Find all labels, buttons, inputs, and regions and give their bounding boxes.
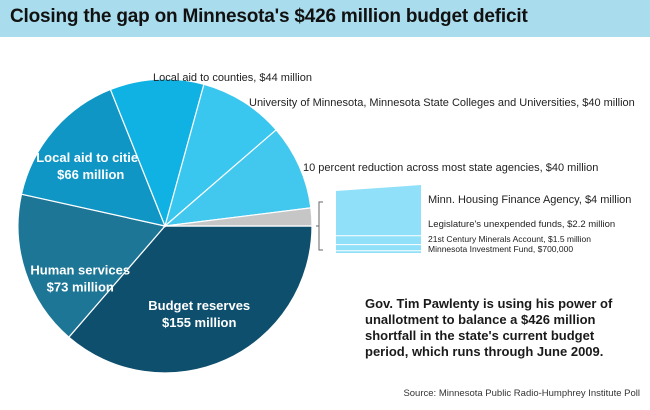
slice-value-budget-reserves: $155 million: [162, 315, 236, 330]
slice-label-local-aid-to-counties-44-million: Local aid to counties, $44 million: [153, 72, 312, 84]
source-credit: Source: Minnesota Public Radio-Humphrey …: [403, 388, 640, 399]
breakout-bracket: [316, 201, 323, 251]
slice-label-budget-reserves: Budget reserves: [148, 298, 250, 313]
pie-slice-local-aid-to-counties-44-million: [109, 78, 205, 228]
breakout-segment-minn-housing-finance-agency-4-million: [336, 185, 421, 236]
slice-value-human-services: $73 million: [47, 280, 114, 295]
slice-label-university-of-minnesota-minnesota-state-colleges-and-universities-40-million: University of Minnesota, Minnesota State…: [249, 97, 635, 109]
breakout-label-legislature-s-unexpended-funds-2-2-million: Legislature's unexpended funds, $2.2 mil…: [428, 219, 615, 230]
note-text: Gov. Tim Pawlenty is using his power of …: [365, 296, 613, 359]
pie-slice-other: [164, 207, 313, 227]
breakout-segment-minnesota-investment-fund-700-000: [336, 251, 421, 253]
breakout-label-21st-century-minerals-account-1-5-million: 21st Century Minerals Account, $1.5 mill…: [428, 234, 591, 244]
pie-slice-university-of-minnesota-minnesota-state-colleges-and-universities-40-million: [163, 83, 278, 228]
slice-label-10-percent-reduction-across-most-state-agencies-40-million: 10 percent reduction across most state a…: [303, 162, 598, 174]
slice-label-local-aid-to-cities: Local aid to cities: [36, 150, 145, 165]
slice-value-local-aid-to-cities: $66 million: [57, 167, 124, 182]
breakout-segment-21st-century-minerals-account-1-5-million: [336, 245, 421, 251]
pie-slice-human-services: [17, 193, 167, 339]
pie-slice-10-percent-reduction-across-most-state-agencies-40-million: [163, 128, 312, 227]
breakout-segment-legislature-s-unexpended-funds-2-2-million: [336, 236, 421, 245]
pie-slice-local-aid-to-cities: [20, 88, 166, 227]
pie-slice-budget-reserves: [67, 225, 313, 374]
chart-title: Closing the gap on Minnesota's $426 mill…: [10, 6, 528, 27]
slice-label-human-services: Human services: [30, 263, 130, 278]
title-bar: [0, 0, 650, 37]
breakout-label-minn-housing-finance-agency-4-million: Minn. Housing Finance Agency, $4 million: [428, 194, 631, 206]
breakout-label-minnesota-investment-fund-700-000: Minnesota Investment Fund, $700,000: [428, 244, 573, 254]
